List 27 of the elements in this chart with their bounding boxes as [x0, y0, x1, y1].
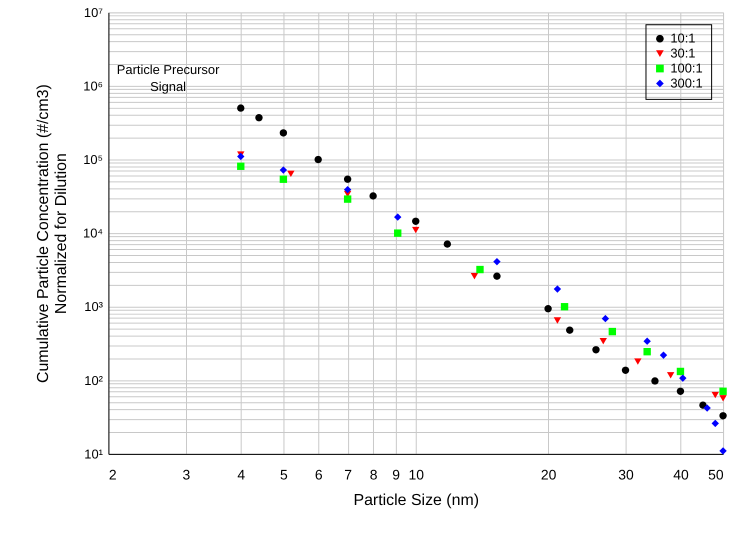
x-tick-label: 40: [673, 466, 689, 482]
y-tick-label: 10⁵: [83, 152, 103, 168]
x-tick-label: 3: [182, 466, 190, 482]
y-tick-label: 10⁶: [83, 78, 103, 94]
y-tick-label: 10⁴: [83, 226, 103, 241]
x-tick-label: 50: [708, 466, 724, 482]
x-tick-label: 7: [344, 466, 352, 482]
x-tick-label: 9: [392, 466, 400, 482]
x-tick-label: 20: [540, 466, 557, 482]
x-tick-label: 30: [618, 466, 634, 482]
annotation: Particle Precursor Signal: [116, 62, 220, 94]
legend-label: 300:1: [670, 75, 703, 90]
x-tick-label: 6: [314, 466, 323, 482]
legend-label: 100:1: [670, 60, 703, 76]
y-tick-label: 10¹: [84, 446, 104, 462]
y-tick-label: 10³: [84, 299, 104, 314]
x-axis-title: Particle Size (nm): [353, 492, 479, 510]
legend-label: 30:1: [670, 46, 696, 61]
x-tick-label: 8: [370, 466, 378, 482]
x-tick-label: 10: [408, 466, 424, 482]
legend-label: 10:1: [670, 30, 696, 46]
x-tick-label: 2: [108, 466, 117, 482]
x-tick-label: 4: [237, 466, 246, 482]
y-tick-label: 10⁷: [84, 4, 104, 20]
y-tick-label: 10²: [84, 372, 104, 388]
x-tick-label: 5: [280, 466, 288, 482]
y-axis-title: Cumulative Particle Concentration (#/cm3) Normalized for Dilution: [35, 84, 70, 384]
